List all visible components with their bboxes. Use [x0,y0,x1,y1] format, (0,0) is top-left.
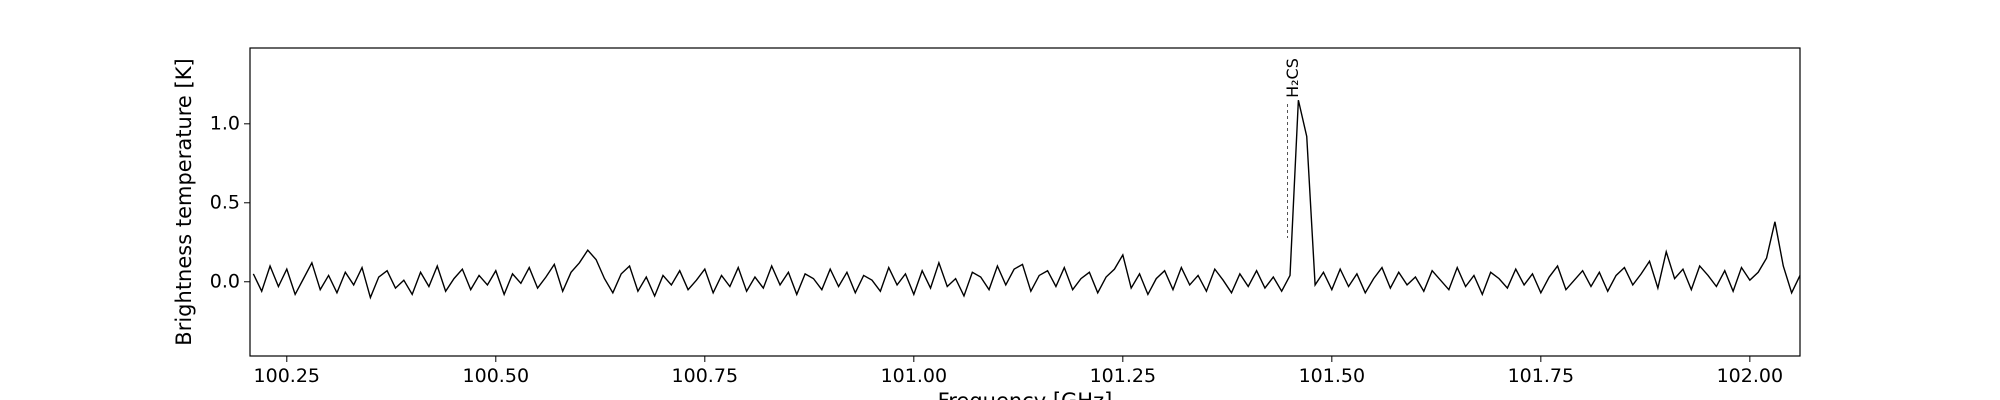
spectrum-line [252,99,1801,300]
y-tick-label: 1.0 [210,112,240,134]
x-tick-label: 101.25 [1090,365,1156,387]
y-tick-label: 0.0 [210,270,240,292]
x-tick-label: 100.25 [254,365,320,387]
annotation-label: H₂CS [1283,58,1302,98]
x-tick-label: 100.50 [463,365,529,387]
x-tick-label: 101.00 [881,365,947,387]
x-tick-label: 101.50 [1299,365,1365,387]
y-tick-label: 0.5 [210,191,240,213]
y-axis-label: Brightness temperature [K] [172,58,196,345]
x-tick-label: 102.00 [1717,365,1783,387]
x-tick-label: 100.75 [672,365,738,387]
x-axis-label: Frequency [GHz] [938,389,1113,400]
plot-frame [249,47,1801,357]
x-tick-label: 101.75 [1508,365,1574,387]
